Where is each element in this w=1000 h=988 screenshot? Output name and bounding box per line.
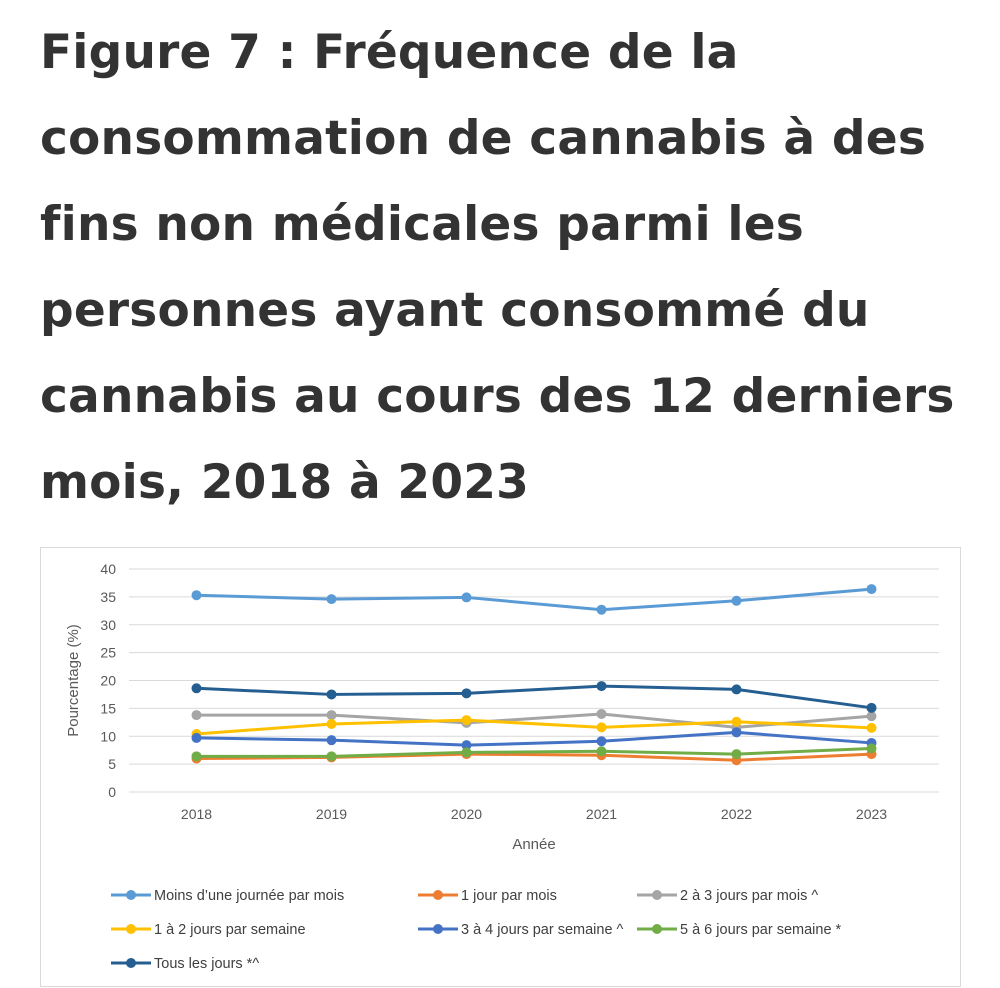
data-point [596,746,607,757]
legend-item: 1 jour par mois [418,888,557,904]
legend-swatch-marker [126,924,136,934]
legend-label: Moins d’une journée par mois [154,888,344,904]
data-point [326,718,337,729]
data-point [191,590,202,601]
legend-label: 5 à 6 jours par semaine * [680,922,842,938]
data-point [731,684,742,695]
data-point [461,747,472,758]
y-tick-label: 40 [100,561,116,577]
y-tick-label: 25 [100,645,116,661]
y-tick-label: 35 [100,589,116,605]
x-tick-label: 2021 [586,806,617,822]
data-point [596,604,607,615]
legend-swatch-marker [126,890,136,900]
line-chart: 0 5 10 15 20 25 30 35 40 2018 2019 2020 2021 2022 2023… [65,561,939,972]
series-line [196,730,872,747]
data-point [191,683,202,694]
data-point [596,736,607,747]
legend-swatch-marker [433,890,443,900]
legend-label: 3 à 4 jours par semaine ^ [461,922,624,938]
legend-item: 1 à 2 jours par semaine [111,922,306,938]
x-tick-label: 2023 [856,806,887,822]
legend-swatch-marker [433,924,443,934]
data-point [866,711,877,722]
data-point [326,710,337,721]
series-line [196,712,872,729]
y-tick-label: 30 [100,617,116,633]
y-tick-label: 10 [100,728,116,744]
data-point [461,715,472,726]
x-axis-title: Année [512,836,555,853]
data-point [731,716,742,727]
y-tick-label: 0 [108,784,116,800]
y-tick-label: 5 [108,756,116,772]
data-point [866,584,877,595]
legend-item: 5 à 6 jours par semaine * [637,922,842,938]
legend-item: Moins d’une journée par mois [111,888,344,904]
data-point [326,689,337,700]
x-tick-label: 2022 [721,806,752,822]
series-line [196,718,872,736]
data-point [596,681,607,692]
data-point [596,708,607,719]
legend-swatch-marker [126,958,136,968]
y-axis-title: Pourcentage (%) [65,624,82,737]
data-point [191,751,202,762]
legend-item: 3 à 4 jours par semaine ^ [418,922,624,938]
legend-label: 1 jour par mois [461,888,557,904]
legend-item: 2 à 3 jours par mois ^ [637,888,818,904]
legend-label: 2 à 3 jours par mois ^ [680,888,818,904]
x-tick-label: 2018 [181,806,212,822]
data-point [461,688,472,699]
data-point [596,722,607,733]
legend-swatch-marker [652,924,662,934]
x-tick-label: 2019 [316,806,347,822]
legend-swatch-marker [652,890,662,900]
page-title: Figure 7 : Fréquence de la consommation … [40,25,955,510]
data-point [731,595,742,606]
data-point [461,740,472,751]
legend-item: Tous les jours *^ [111,956,259,972]
data-point [191,732,202,743]
series-line [196,747,872,758]
data-point [326,751,337,762]
data-point [326,735,337,746]
legend-label: 1 à 2 jours par semaine [154,922,306,938]
data-point [731,727,742,738]
series-line [196,684,872,710]
data-point [461,592,472,603]
y-tick-label: 20 [100,673,116,689]
y-tick-label: 15 [100,700,116,716]
data-point [866,743,877,754]
data-point [326,594,337,605]
data-point [731,749,742,760]
data-point [191,710,202,721]
x-tick-label: 2020 [451,806,482,822]
legend-label: Tous les jours *^ [154,956,259,972]
series-line [196,587,872,612]
chart-container: 0 5 10 15 20 25 30 35 40 2018 2019 2020 2021 2022 2023… [40,547,961,987]
data-point [866,722,877,733]
data-point [866,702,877,713]
